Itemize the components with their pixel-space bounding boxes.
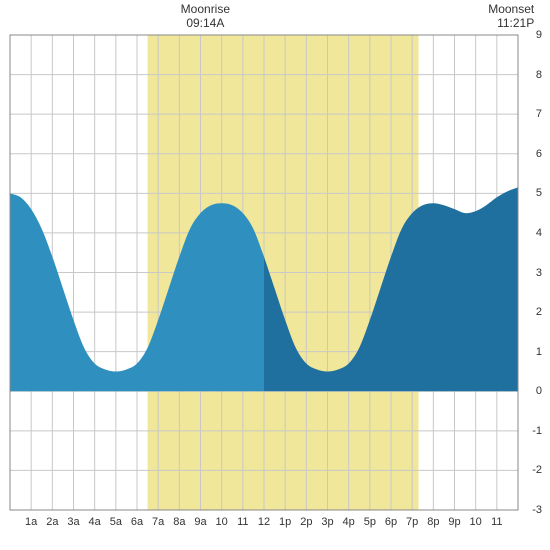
moonrise-label: Moonrise <box>175 2 235 16</box>
x-tick-label: 10 <box>216 516 228 528</box>
x-tick-label: 1p <box>279 516 291 528</box>
y-tick-label: 4 <box>522 227 542 239</box>
y-tick-label: -1 <box>522 425 542 437</box>
x-tick-label: 8p <box>427 516 439 528</box>
x-tick-label: 9p <box>448 516 460 528</box>
x-tick-label: 11 <box>491 516 502 528</box>
y-tick-label: 8 <box>522 69 542 81</box>
x-tick-label: 5p <box>364 516 376 528</box>
x-tick-label: 2a <box>46 516 58 528</box>
y-tick-label: -3 <box>522 504 542 516</box>
x-tick-label: 3p <box>321 516 333 528</box>
moonset-label: Moonset <box>474 2 534 16</box>
y-tick-label: 3 <box>522 267 542 279</box>
x-tick-label: 7p <box>406 516 418 528</box>
x-tick-label: 4p <box>343 516 355 528</box>
x-tick-label: 5a <box>110 516 122 528</box>
x-tick-label: 2p <box>300 516 312 528</box>
x-tick-label: 1a <box>25 516 37 528</box>
tide-chart-svg <box>0 0 550 550</box>
y-tick-label: 2 <box>522 306 542 318</box>
x-tick-label: 7a <box>152 516 164 528</box>
y-tick-label: 1 <box>522 346 542 358</box>
moonrise-time: 09:14A <box>175 16 235 30</box>
x-tick-label: 3a <box>67 516 79 528</box>
tide-chart-container: Moonrise 09:14A Moonset 11:21P 1a 2a 3a 4a 5… <box>0 0 550 550</box>
y-tick-label: -2 <box>522 464 542 476</box>
moonset-block: Moonset 11:21P <box>474 2 534 31</box>
x-tick-label: 11 <box>237 516 248 528</box>
y-tick-label: 5 <box>522 187 542 199</box>
y-tick-label: 6 <box>522 148 542 160</box>
x-tick-label: 9a <box>194 516 206 528</box>
x-tick-label: 10 <box>470 516 482 528</box>
x-tick-label: 6p <box>385 516 397 528</box>
y-tick-label: 7 <box>522 108 542 120</box>
x-tick-label: 4a <box>89 516 101 528</box>
y-tick-label: 9 <box>522 29 542 41</box>
x-tick-label: 8a <box>173 516 185 528</box>
y-tick-label: 0 <box>522 385 542 397</box>
x-tick-label: 12 <box>258 516 270 528</box>
moonrise-block: Moonrise 09:14A <box>175 2 235 31</box>
x-tick-label: 6a <box>131 516 143 528</box>
